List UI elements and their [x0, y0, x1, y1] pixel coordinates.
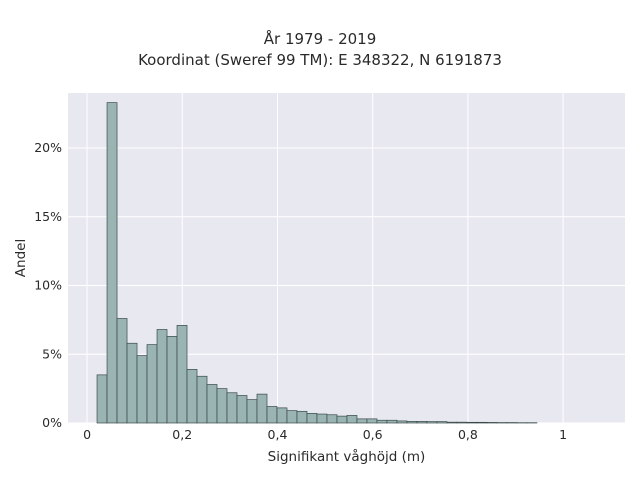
histogram-bar — [316, 413, 328, 424]
histogram-bar — [436, 421, 448, 424]
histogram-bar — [386, 419, 398, 424]
histogram-bar — [166, 336, 178, 424]
x-axis-label: Signifikant våghöjd (m) — [268, 448, 426, 465]
histogram-bar — [276, 407, 288, 424]
histogram-bar — [466, 421, 478, 424]
histogram-bar — [206, 384, 218, 424]
x-tick-label: 0,4 — [268, 427, 288, 442]
histogram-bar — [356, 418, 368, 424]
histogram-bar — [336, 415, 348, 424]
histogram-bar — [246, 399, 258, 424]
histogram-bar — [156, 329, 168, 424]
histogram-bar — [486, 422, 498, 424]
histogram-bar — [406, 421, 418, 424]
histogram-bars — [96, 102, 538, 424]
y-tick-label: 15% — [34, 209, 62, 224]
y-axis-label: Andel — [13, 239, 29, 277]
histogram-bar — [306, 413, 318, 424]
histogram-bar — [426, 421, 438, 424]
x-tick-label: 0,6 — [363, 427, 383, 442]
histogram-bar — [236, 395, 248, 424]
histogram-bar — [346, 415, 358, 424]
x-tick-label: 0,2 — [172, 427, 192, 442]
chart-subtitle: Koordinat (Sweref 99 TM): E 348322, N 61… — [138, 51, 502, 69]
histogram-bar — [126, 342, 138, 424]
histogram-bar — [456, 421, 468, 424]
histogram-bar — [326, 414, 338, 424]
histogram-bar — [196, 375, 208, 424]
x-tick-label: 0 — [83, 427, 91, 442]
y-axis-ticks: 0% 5% 10% 15% 20% — [34, 140, 62, 430]
histogram-bar — [106, 102, 118, 424]
x-axis-ticks: 0 0,2 0,4 0,6 0,8 1 — [83, 427, 567, 442]
histogram-bar — [96, 374, 108, 424]
histogram-bar — [286, 410, 298, 424]
histogram-bar — [296, 410, 308, 424]
histogram-bar — [116, 318, 128, 424]
y-tick-label: 5% — [42, 346, 62, 361]
chart-title: År 1979 - 2019 — [263, 30, 377, 48]
histogram-bar — [366, 418, 378, 424]
histogram-bar — [476, 421, 488, 424]
histogram-bar — [396, 420, 408, 424]
y-tick-label: 0% — [42, 415, 62, 430]
histogram-bar — [146, 344, 158, 424]
histogram-bar — [266, 406, 278, 424]
histogram-bar — [186, 369, 198, 424]
histogram-bar — [216, 388, 228, 424]
histogram-bar — [446, 421, 458, 424]
x-tick-label: 0,8 — [458, 427, 478, 442]
histogram-bar — [176, 325, 188, 424]
histogram-bar — [136, 355, 148, 424]
x-tick-label: 1 — [559, 427, 567, 442]
y-tick-label: 20% — [34, 140, 62, 155]
histogram-bar — [416, 421, 428, 424]
histogram-bar — [256, 393, 268, 424]
histogram-bar — [226, 392, 238, 424]
y-tick-label: 10% — [34, 278, 62, 293]
histogram-bar — [376, 419, 388, 424]
